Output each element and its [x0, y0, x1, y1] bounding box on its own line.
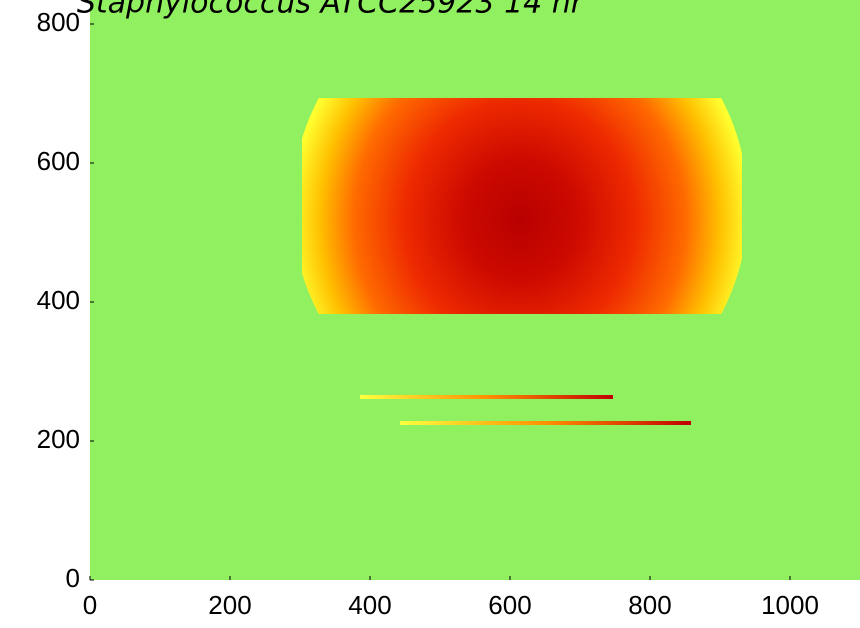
streak	[400, 421, 691, 425]
streak	[360, 395, 613, 399]
x-tick-label: 800	[628, 590, 671, 620]
hot-region	[302, 98, 742, 314]
x-tick-label: 400	[348, 590, 391, 620]
y-tick-label: 0	[66, 563, 80, 593]
y-tick-label: 600	[37, 146, 80, 176]
x-tick-label: 1000	[761, 590, 819, 620]
x-tick-label: 600	[488, 590, 531, 620]
y-tick-label: 200	[37, 424, 80, 454]
y-tick-label: 400	[37, 285, 80, 315]
chart-title: Staphylococcus ATCC25923 14 hr	[77, 0, 585, 21]
y-tick-label: 800	[37, 7, 80, 37]
heatmap-image	[90, 0, 860, 580]
x-tick-label: 200	[208, 590, 251, 620]
x-tick-label: 0	[83, 590, 97, 620]
